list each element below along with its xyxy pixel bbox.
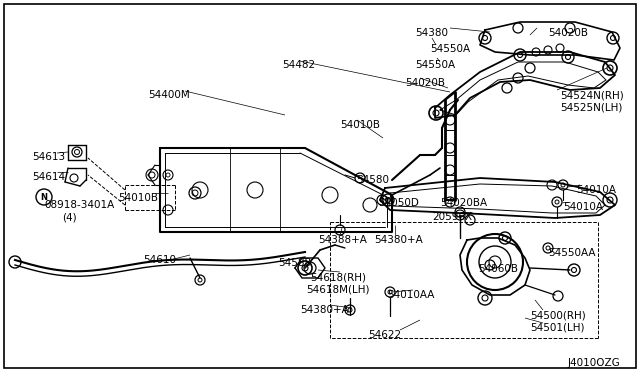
Text: 08918-3401A: 08918-3401A <box>44 200 115 210</box>
Text: 54380: 54380 <box>415 28 448 38</box>
Text: 54610: 54610 <box>143 255 176 265</box>
Text: 54010A: 54010A <box>563 202 603 212</box>
Text: 54614: 54614 <box>32 172 65 182</box>
Text: 54550A: 54550A <box>430 44 470 54</box>
Text: 54388+A: 54388+A <box>318 235 367 245</box>
Text: 54020B: 54020B <box>548 28 588 38</box>
Text: 54060B: 54060B <box>478 264 518 274</box>
Text: 54550A: 54550A <box>415 60 455 70</box>
Text: 54010AA: 54010AA <box>387 290 435 300</box>
Text: N: N <box>40 192 47 202</box>
Text: 54010B: 54010B <box>118 193 158 203</box>
Text: 54588: 54588 <box>278 258 311 268</box>
Text: 54020B: 54020B <box>405 78 445 88</box>
Text: J4010OZG: J4010OZG <box>568 358 621 368</box>
Text: 54550AA: 54550AA <box>548 248 595 258</box>
Text: 54380+A: 54380+A <box>300 305 349 315</box>
Text: 54580: 54580 <box>356 175 389 185</box>
Text: 54501(LH): 54501(LH) <box>530 323 584 333</box>
Text: 54400M: 54400M <box>148 90 189 100</box>
Text: 54524N(RH): 54524N(RH) <box>560 90 624 100</box>
Text: 54618(RH): 54618(RH) <box>310 272 366 282</box>
Text: 54525N(LH): 54525N(LH) <box>560 103 622 113</box>
Text: 54050D: 54050D <box>378 198 419 208</box>
Text: 54500(RH): 54500(RH) <box>530 310 586 320</box>
Text: 54010A: 54010A <box>576 185 616 195</box>
Text: 54622: 54622 <box>368 330 401 340</box>
Text: 54010B: 54010B <box>340 120 380 130</box>
Text: 54482: 54482 <box>282 60 315 70</box>
Text: 54618M(LH): 54618M(LH) <box>306 285 369 295</box>
Text: 54380+A: 54380+A <box>374 235 423 245</box>
Text: 20596X: 20596X <box>432 212 472 222</box>
Text: 54020BA: 54020BA <box>440 198 487 208</box>
Text: (4): (4) <box>62 212 77 222</box>
Text: 54613: 54613 <box>32 152 65 162</box>
